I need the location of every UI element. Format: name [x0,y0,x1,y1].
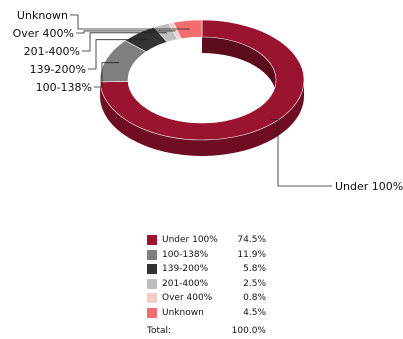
legend-item-139-200: 139-200% 5.8% [147,262,266,277]
legend-label-100-138: 100-138% [162,249,209,260]
callout-label-139-200: 139-200% [30,63,86,76]
legend-value-139-200: 5.8% [243,264,266,275]
legend-item-100-138: 100-138% 11.9% [147,248,266,263]
legend-value-100-138: 11.9% [237,249,266,260]
legend-item-unknown: Unknown 4.5% [147,306,266,321]
callouts: Unknown Over 400% 201-400% 139-200% 100-138%… [13,9,403,193]
legend-swatch-201-400 [147,278,157,289]
legend-value-unknown: 4.5% [243,307,266,318]
legend-total-value: 100.0% [231,326,266,337]
legend-label-139-200: 139-200% [162,264,209,275]
slice-under-100 [99,19,305,141]
legend-total-label: Total: [147,326,172,337]
legend-item-201-400: 201-400% 2.5% [147,277,266,292]
legend-value-201-400: 2.5% [243,278,266,289]
legend-label-under-100: Under 100% [162,235,218,246]
callout-line-100-138 [94,62,120,88]
callout-line-under-100 [271,119,332,187]
callout-line-over-400 [76,30,176,34]
legend-total: Total: 100.0% [147,324,266,339]
callout-label-over-400: Over 400% [13,27,74,40]
legend-value-over-400: 0.8% [243,293,266,304]
legend-label-unknown: Unknown [162,307,204,318]
callout-label-unknown: Unknown [17,9,68,22]
legend-label-over-400: Over 400% [162,293,213,304]
callout-label-under-100: Under 100% [335,180,403,193]
legend: Under 100% 74.5% 100-138% 11.9% 139-200% 5.8%… [147,233,266,339]
callout-line-201-400 [82,32,167,52]
legend-value-under-100: 74.5% [237,235,266,246]
slice-side-under-100 [100,80,305,157]
legend-label-201-400: 201-400% [162,278,209,289]
legend-swatch-over-400 [147,293,157,304]
callout-label-201-400: 201-400% [24,45,80,58]
legend-swatch-100-138 [147,249,157,260]
callout-label-100-138: 100-138% [36,81,92,94]
legend-swatch-unknown [147,307,157,318]
legend-item-over-400: Over 400% 0.8% [147,291,266,306]
legend-swatch-under-100 [147,235,157,246]
callout-line-unknown [70,14,190,30]
callout-line-139-200 [88,39,148,70]
legend-item-under-100: Under 100% 74.5% [147,233,266,248]
legend-swatch-139-200 [147,264,157,275]
